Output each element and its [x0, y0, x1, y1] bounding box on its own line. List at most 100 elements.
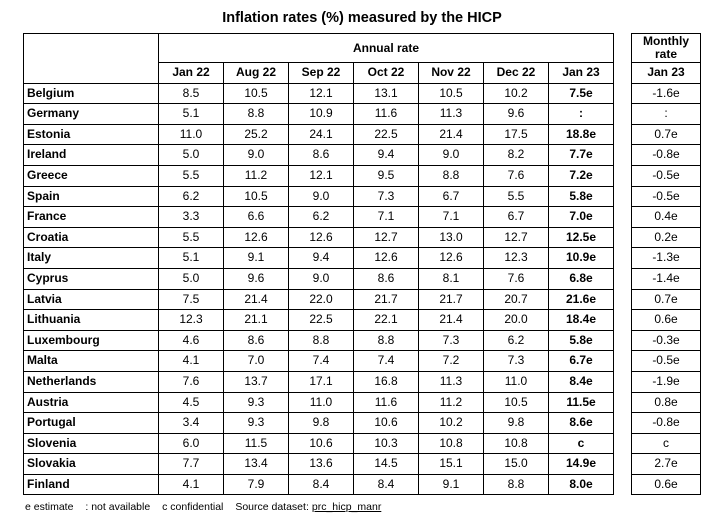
- rate-cell: 18.4e: [548, 309, 614, 331]
- rate-cell: 9.4: [288, 247, 354, 269]
- column-header: Oct 22: [353, 62, 419, 84]
- rate-cell: 10.5: [223, 82, 289, 105]
- rate-cell: 4.1: [158, 350, 224, 372]
- rate-cell: 6.2: [158, 185, 224, 208]
- rate-cell: 5.1: [158, 103, 224, 125]
- rate-cell: 5.5: [483, 185, 549, 208]
- rate-cell: 8.6e: [548, 412, 614, 434]
- monthly-rate-cell: -0.5e: [631, 185, 701, 208]
- rate-cell: 11.5e: [548, 391, 614, 414]
- rate-cell: 12.5e: [548, 226, 614, 249]
- rate-cell: 22.0: [288, 288, 354, 311]
- rate-cell: 13.7: [223, 370, 289, 393]
- rate-cell: 12.7: [483, 226, 549, 249]
- rate-cell: 5.5: [158, 164, 224, 187]
- monthly-row: :: [631, 103, 701, 125]
- rate-cell: 5.8e: [548, 329, 614, 352]
- rate-cell: 10.8: [418, 432, 484, 455]
- monthly-rate-cell: 0.8e: [631, 391, 701, 414]
- monthly-rate-table: Monthly rate Jan 23 -1.6e:0.7e -0.8e -0.5e…: [631, 33, 701, 496]
- monthly-rate-cell: 0.4e: [631, 206, 701, 228]
- legend-confidential: c confidential: [162, 501, 224, 513]
- monthly-rate-cell: -1.3e: [631, 247, 701, 269]
- footer-legend: e estimate : not available c confidentia…: [25, 501, 390, 513]
- rate-cell: :: [548, 103, 614, 125]
- rate-cell: 6.7e: [548, 350, 614, 372]
- annual-rate-header: Annual rate: [158, 33, 614, 63]
- rate-cell: 10.6: [353, 412, 419, 434]
- rate-cell: 11.5: [223, 432, 289, 455]
- monthly-row: -0.5e: [631, 185, 701, 208]
- rate-cell: 22.1: [353, 309, 419, 331]
- rate-cell: 4.1: [158, 473, 224, 496]
- rate-cell: 7.4: [353, 350, 419, 372]
- country-name: Slovenia: [23, 432, 159, 455]
- rate-cell: 7.9: [223, 473, 289, 496]
- rate-cell: 10.5: [418, 82, 484, 105]
- country-name: Cyprus: [23, 267, 159, 290]
- table-row: Portugal 3.4 9.3 9.8 10.6 10.2 9.8 8.6e: [23, 412, 614, 434]
- rate-cell: 12.6: [353, 247, 419, 269]
- rate-cell: 7.2e: [548, 164, 614, 187]
- rate-cell: 8.2: [483, 144, 549, 166]
- rate-cell: 9.8: [288, 412, 354, 434]
- rate-cell: 21.4: [418, 309, 484, 331]
- rate-cell: 14.5: [353, 453, 419, 475]
- rate-cell: 11.3: [418, 370, 484, 393]
- rate-cell: 12.6: [418, 247, 484, 269]
- monthly-rate-cell: -0.8e: [631, 144, 701, 166]
- rate-cell: 8.5: [158, 82, 224, 105]
- rate-cell: 22.5: [288, 309, 354, 331]
- rate-cell: 7.3: [418, 329, 484, 352]
- rate-cell: 10.6: [288, 432, 354, 455]
- country-name: Germany: [23, 103, 159, 125]
- monthly-rate-cell: -1.4e: [631, 267, 701, 290]
- monthly-column-header: Jan 23: [631, 62, 701, 84]
- column-header: Aug 22: [223, 62, 289, 84]
- rate-cell: 12.6: [223, 226, 289, 249]
- rate-cell: 5.5: [158, 226, 224, 249]
- monthly-rate-cell: -0.5e: [631, 350, 701, 372]
- column-header: Jan 23: [548, 62, 614, 84]
- country-name: Lithuania: [23, 309, 159, 331]
- monthly-row: -1.3e: [631, 247, 701, 269]
- monthly-row: 0.7e: [631, 288, 701, 311]
- table-row: Lithuania 12.3 21.1 22.5 22.1 21.4 20.0 18.4e: [23, 309, 614, 331]
- rate-cell: 6.0: [158, 432, 224, 455]
- rate-cell: 18.8e: [548, 123, 614, 146]
- rate-cell: 7.0e: [548, 206, 614, 228]
- country-name: Latvia: [23, 288, 159, 311]
- monthly-rate-cell: 0.2e: [631, 226, 701, 249]
- rate-cell: 11.6: [353, 103, 419, 125]
- rate-cell: 4.6: [158, 329, 224, 352]
- legend-not-available: : not available: [85, 501, 151, 513]
- rate-cell: 22.5: [353, 123, 419, 146]
- rate-cell: 7.3: [483, 350, 549, 372]
- rate-cell: 8.6: [223, 329, 289, 352]
- rate-cell: 4.5: [158, 391, 224, 414]
- column-header-row: Jan 22 Aug 22 Sep 22 Oct 22 Nov 22 Dec 22 Jan …: [24, 62, 614, 84]
- country-name: Ireland: [23, 144, 159, 166]
- table-row: Belgium 8.5 10.5 12.1 13.1 10.5 10.2 7.5e: [23, 82, 614, 105]
- table-row: Croatia 5.5 12.6 12.6 12.7 13.0 12.7 12.5e: [23, 226, 614, 249]
- rate-cell: 12.7: [353, 226, 419, 249]
- rate-cell: 10.2: [418, 412, 484, 434]
- monthly-row: -0.5e: [631, 164, 701, 187]
- rate-cell: 15.0: [483, 453, 549, 475]
- rate-cell: 3.4: [158, 412, 224, 434]
- rate-cell: 7.2: [418, 350, 484, 372]
- rate-cell: 7.5: [158, 288, 224, 311]
- rate-cell: 9.0: [288, 185, 354, 208]
- monthly-rate-cell: 0.6e: [631, 309, 701, 331]
- rate-cell: 21.7: [418, 288, 484, 311]
- monthly-row: -0.5e: [631, 350, 701, 372]
- source-dataset-link[interactable]: prc_hicp_manr: [311, 501, 382, 513]
- monthly-rate-cell: :: [631, 103, 701, 125]
- rate-cell: 6.2: [483, 329, 549, 352]
- monthly-row: -1.4e: [631, 267, 701, 290]
- table-row: Cyprus 5.0 9.6 9.0 8.6 8.1 7.6 6.8e: [23, 267, 614, 290]
- table-row: Latvia 7.5 21.4 22.0 21.7 21.7 20.7 21.6e: [23, 288, 614, 311]
- rate-cell: 12.1: [288, 82, 354, 105]
- rate-cell: 9.0: [288, 267, 354, 290]
- table-row: France 3.3 6.6 6.2 7.1 7.1 6.7 7.0e: [23, 206, 614, 228]
